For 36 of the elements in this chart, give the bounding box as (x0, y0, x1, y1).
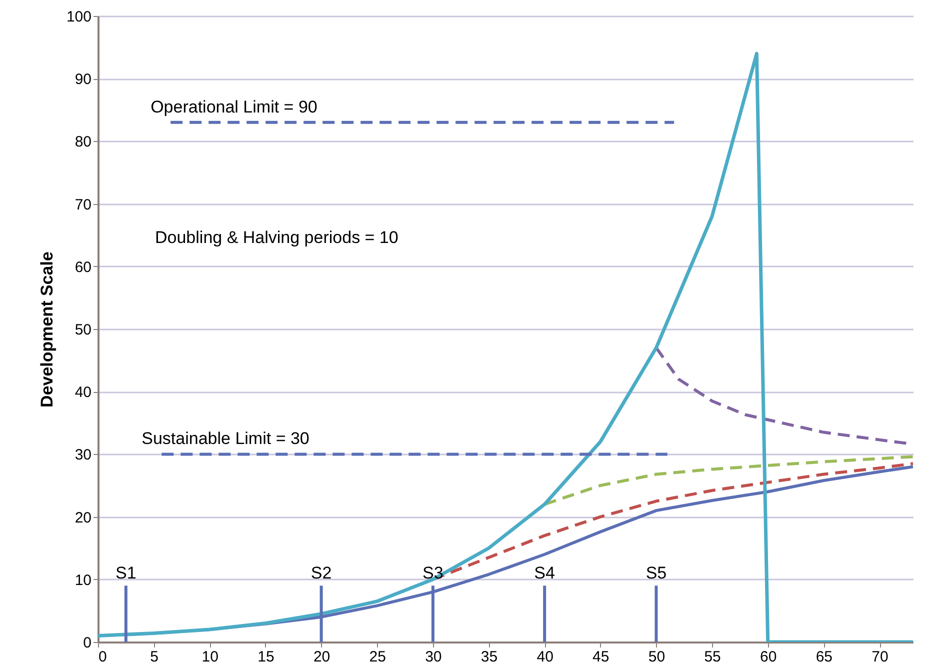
y-axis-title: Development Scale (37, 252, 56, 408)
y-tick-label: 10 (74, 572, 92, 589)
x-tick-label: 70 (872, 648, 888, 666)
y-tick-label: 60 (74, 258, 92, 276)
x-tick-label: 0 (98, 648, 107, 666)
x-tick-label: 20 (313, 648, 330, 666)
y-tick-label: 100 (66, 8, 92, 26)
line-series (543, 455, 913, 506)
x-tick-label: 5 (150, 648, 158, 666)
y-tick-label: 20 (74, 509, 92, 526)
x-tick-label: 40 (536, 648, 554, 666)
x-tick-label: 65 (816, 648, 833, 666)
series-label: S5 (646, 564, 667, 583)
series-label: S1 (116, 564, 136, 583)
y-tick-label: 70 (74, 196, 92, 214)
x-tick-label: 45 (592, 648, 610, 666)
x-tick-label: 15 (258, 648, 274, 666)
y-tick-label: 0 (83, 634, 92, 652)
x-tick-label: 50 (648, 648, 666, 666)
series-label: Sustainable Limit = 30 (142, 429, 310, 448)
y-tick-label: 40 (74, 384, 92, 402)
x-tick-label: 30 (425, 648, 442, 666)
y-tick-label: 90 (74, 71, 92, 88)
x-tick-label: 10 (202, 648, 218, 666)
x-tick-label: 60 (760, 648, 777, 666)
series-label: S2 (310, 564, 332, 583)
x-tick-label: 25 (369, 648, 386, 666)
x-tick-label: 35 (480, 648, 498, 666)
annotation: Doubling & Halving periods = 10 (155, 228, 398, 247)
series-label: S3 (422, 564, 444, 583)
x-tick-label: 55 (704, 648, 721, 666)
y-tick-label: 30 (74, 446, 92, 464)
series-label: S4 (534, 564, 555, 583)
y-tick-label: 50 (74, 322, 92, 338)
y-tick-label: 80 (74, 134, 92, 151)
series-label: Operational Limit = 90 (150, 97, 318, 116)
